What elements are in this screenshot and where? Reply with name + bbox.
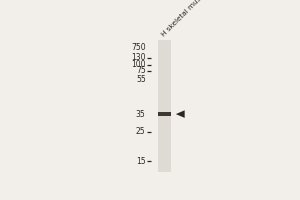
Polygon shape	[176, 110, 185, 118]
Text: 75: 75	[136, 66, 146, 75]
Text: 35: 35	[136, 110, 146, 119]
Text: 25: 25	[136, 127, 146, 136]
Bar	[158, 112, 171, 116]
Text: H skeletal muscle: H skeletal muscle	[160, 0, 209, 38]
Text: 130: 130	[131, 53, 146, 62]
Text: 55: 55	[136, 75, 146, 84]
Text: 100: 100	[131, 60, 146, 69]
Text: 750: 750	[131, 43, 146, 52]
Text: 15: 15	[136, 157, 146, 166]
Bar	[158, 40, 171, 172]
